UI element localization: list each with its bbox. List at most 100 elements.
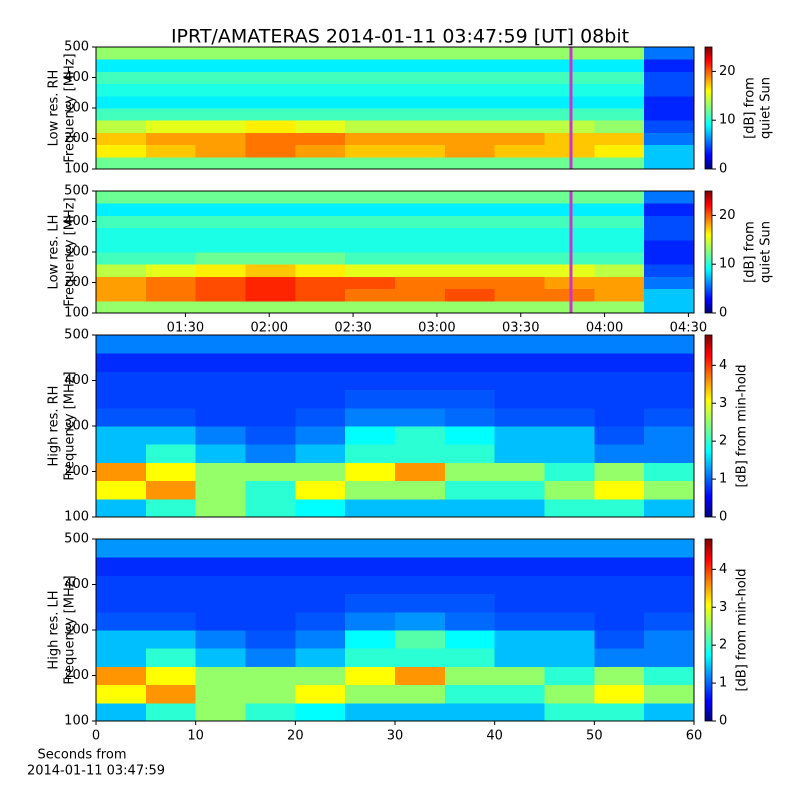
heatmap-cell [345, 83, 396, 97]
heatmap-cell [395, 353, 446, 372]
heatmap-cell [644, 666, 695, 686]
heatmap-cell [245, 132, 296, 146]
heatmap-cell [145, 462, 197, 482]
heatmap-cell [245, 557, 296, 576]
x-tick-label: 04:00 [586, 321, 623, 336]
heatmap-cell [195, 227, 246, 241]
heatmap-cell [594, 83, 645, 97]
heatmap-cell [145, 498, 197, 518]
heatmap-cell [544, 371, 595, 391]
heatmap-cell [594, 480, 645, 500]
y-axis-label: Low res. RH [47, 70, 62, 147]
x-axis-label: 2014-01-11 03:47:59 [27, 764, 165, 779]
heatmap-cell [444, 108, 496, 121]
heatmap-cell [544, 353, 595, 372]
colorbar-tick-label: 1 [719, 676, 727, 691]
heatmap-cell [145, 539, 197, 558]
heatmap-cell [145, 215, 197, 229]
heatmap-cell [494, 47, 545, 60]
heatmap-cell [96, 47, 147, 60]
heatmap-cell [295, 203, 346, 216]
heatmap-cell [395, 144, 446, 158]
colorbar-tick-label: 2 [719, 434, 727, 449]
heatmap-cell [494, 227, 545, 241]
y-tick-label: 200 [64, 275, 89, 290]
heatmap-cell [195, 684, 246, 704]
heatmap-cell [245, 264, 296, 277]
colorbar [704, 538, 713, 722]
heatmap-cell [295, 630, 346, 649]
heatmap-cell [295, 702, 346, 722]
heatmap-cell [494, 575, 545, 595]
heatmap-cell [644, 480, 695, 500]
heatmap-cell [644, 498, 695, 518]
heatmap-cell [644, 371, 695, 391]
heatmap-cell [395, 335, 446, 354]
heatmap-cell [644, 288, 695, 302]
heatmap-cell [444, 630, 496, 649]
heatmap-cell [644, 239, 695, 253]
heatmap-cell [345, 353, 396, 372]
heatmap-cell [195, 71, 246, 85]
heatmap-cell [594, 203, 645, 216]
heatmap-cell [145, 389, 197, 409]
heatmap-cell [96, 462, 147, 482]
heatmap-cell [195, 426, 246, 445]
heatmap-cell [245, 47, 296, 60]
heatmap-cell [96, 59, 147, 72]
heatmap-cell [395, 264, 446, 277]
heatmap-cell [96, 371, 147, 391]
colorbar-tick-label: 1 [719, 472, 727, 487]
heatmap-cell [444, 227, 496, 241]
heatmap-cell [345, 648, 396, 667]
heatmap-cell [145, 557, 197, 576]
heatmap-cell [494, 666, 545, 686]
heatmap-cell [295, 132, 346, 146]
heatmap-cell [195, 611, 246, 631]
heatmap-cell [195, 120, 246, 133]
heatmap-cell [544, 684, 595, 704]
heatmap-cell [494, 95, 545, 109]
heatmap-cell [145, 83, 197, 97]
heatmap-cell [544, 611, 595, 631]
heatmap-cell [395, 252, 446, 265]
y-tick-label: 200 [64, 131, 89, 146]
heatmap-cell [444, 462, 496, 482]
heatmap-cell [594, 288, 645, 302]
heatmap-cell [295, 684, 346, 704]
heatmap-cell [644, 462, 695, 482]
heatmap-cell [395, 539, 446, 558]
heatmap-cell [96, 684, 147, 704]
heatmap-cell [145, 702, 197, 722]
heatmap-cell [444, 666, 496, 686]
heatmap-cell [494, 156, 545, 170]
y-axis-label: Frequency [MHz] [63, 197, 78, 306]
heatmap-cell [395, 120, 446, 133]
heatmap-cell [345, 132, 396, 146]
heatmap-cell [594, 59, 645, 72]
heatmap-cell [494, 252, 545, 265]
heatmap-cell [594, 575, 645, 595]
heatmap-cell [245, 144, 296, 158]
heatmap-cell [245, 702, 296, 722]
y-tick-label: 500 [64, 40, 89, 55]
x-tick-label: 20 [287, 729, 304, 744]
heatmap-cell [494, 444, 545, 463]
heatmap-cell [494, 215, 545, 229]
heatmap-cell [544, 575, 595, 595]
heatmap-cell [644, 426, 695, 445]
heatmap-cell [644, 389, 695, 409]
heatmap-cell [594, 144, 645, 158]
heatmap-cell [295, 300, 346, 314]
heatmap-cell [295, 389, 346, 409]
heatmap-cell [195, 498, 246, 518]
heatmap-cell [145, 71, 197, 85]
heatmap-cell [594, 371, 645, 391]
heatmap-cell [96, 444, 147, 463]
heatmap-cell [395, 300, 446, 314]
heatmap-cell [145, 444, 197, 463]
heatmap-cell [96, 239, 147, 253]
heatmap-cell [444, 371, 496, 391]
y-axis-label: Frequency [MHz] [63, 53, 78, 162]
heatmap-cell [245, 575, 296, 595]
